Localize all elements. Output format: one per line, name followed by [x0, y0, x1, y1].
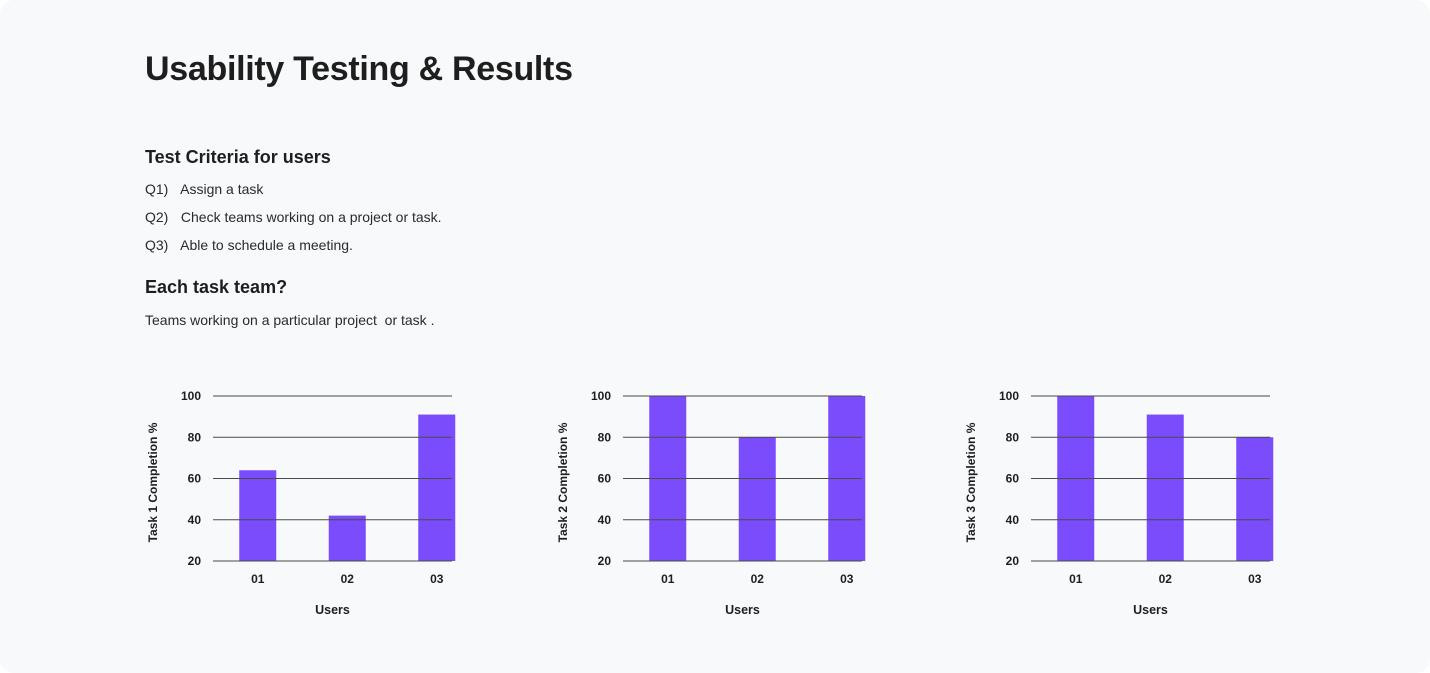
team-heading: Each task team? — [145, 277, 288, 297]
bar-03 — [1236, 437, 1274, 561]
x-tick-label: 03 — [1248, 572, 1262, 586]
criteria-text: Able to schedule a meeting. — [180, 237, 353, 253]
x-axis-label: Users — [725, 603, 760, 617]
y-axis-label: Task 2 Completion % — [556, 422, 570, 542]
criteria-list: Q1) Assign a task Q2) Check teams workin… — [145, 181, 442, 265]
y-tick-label: 100 — [181, 389, 201, 403]
criteria-item-q2: Q2) Check teams working on a project or … — [145, 209, 442, 237]
task1-chart: 20 40 60 80 100 01 02 03 Users Task 1 Completion … — [146, 389, 456, 617]
criteria-number: Q2) — [145, 209, 169, 225]
bar-01 — [239, 470, 277, 561]
y-tick-label: 20 — [1006, 554, 1020, 568]
x-tick-label: 01 — [661, 572, 675, 586]
criteria-number: Q3) — [145, 237, 169, 253]
y-tick-label: 40 — [598, 513, 612, 527]
y-tick-label: 40 — [188, 513, 202, 527]
x-tick-label: 01 — [1069, 572, 1083, 586]
y-tick-label: 20 — [188, 554, 202, 568]
x-tick-label: 02 — [341, 572, 355, 586]
team-description: Teams working on a particular project or… — [145, 312, 435, 328]
bar-02 — [1146, 414, 1184, 561]
x-tick-label: 03 — [840, 572, 854, 586]
y-tick-label: 80 — [188, 430, 202, 444]
y-axis-label: Task 3 Completion % — [964, 422, 978, 542]
y-tick-label: 60 — [1006, 472, 1020, 486]
y-tick-label: 80 — [1006, 430, 1020, 444]
x-axis-label: Users — [1133, 603, 1168, 617]
y-axis-label: Task 1 Completion % — [146, 422, 160, 542]
bar-02 — [738, 437, 776, 561]
x-tick-label: 01 — [251, 572, 265, 586]
criteria-heading: Test Criteria for users — [145, 147, 331, 167]
bar-02 — [328, 515, 366, 561]
y-tick-label: 80 — [598, 430, 612, 444]
x-axis-label: Users — [315, 603, 350, 617]
x-tick-label: 03 — [430, 572, 444, 586]
criteria-text: Check teams working on a project or task… — [180, 209, 442, 225]
y-tick-label: 60 — [598, 472, 612, 486]
y-tick-label: 60 — [188, 472, 202, 486]
y-tick-label: 100 — [591, 389, 611, 403]
criteria-text: Assign a task — [180, 181, 264, 197]
task3-chart: 20 40 60 80 100 01 02 03 Users Task 3 Completion … — [964, 389, 1274, 617]
page-title: Usability Testing & Results — [145, 50, 573, 88]
criteria-item-q3: Q3) Able to schedule a meeting. — [145, 237, 442, 265]
task2-chart: 20 40 60 80 100 01 02 03 Users Task 2 Completion … — [556, 389, 866, 617]
x-tick-label: 02 — [1159, 572, 1173, 586]
criteria-number: Q1) — [145, 181, 169, 197]
criteria-item-q1: Q1) Assign a task — [145, 181, 442, 209]
y-tick-label: 20 — [598, 554, 612, 568]
y-tick-label: 40 — [1006, 513, 1020, 527]
x-tick-label: 02 — [751, 572, 765, 586]
y-tick-label: 100 — [999, 389, 1019, 403]
bar-03 — [418, 414, 456, 561]
